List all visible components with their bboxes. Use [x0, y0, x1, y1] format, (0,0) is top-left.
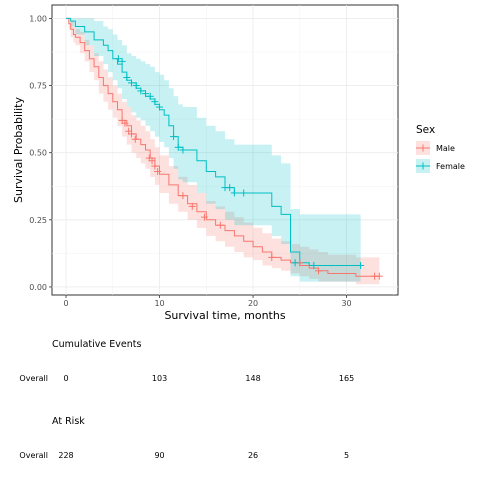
x-axis-ticks: 0 10 20 30	[63, 295, 352, 308]
censor-mark	[114, 55, 122, 63]
x-tick-label: 0	[63, 299, 68, 308]
censor-mark	[137, 87, 145, 95]
censor-mark	[142, 90, 150, 98]
censor-mark	[148, 157, 156, 165]
censor-mark	[310, 261, 318, 269]
legend-keys: Male Female	[416, 141, 465, 173]
confidence-band-female	[66, 18, 361, 282]
risk-table-title: Cumulative Events	[52, 339, 141, 350]
censor-mark	[357, 261, 365, 269]
risk-table-cell: 165	[339, 374, 354, 383]
risk-table-row-label: Overall	[19, 374, 48, 383]
censor-mark	[154, 167, 162, 175]
censor-mark	[375, 272, 383, 280]
x-axis-label: Survival time, months	[164, 309, 285, 322]
censor-mark	[146, 92, 154, 100]
legend: Sex Male Female	[416, 124, 465, 173]
legend-item-male: Male	[416, 141, 455, 155]
y-tick-label: 0.75	[29, 82, 47, 91]
legend-item-female: Female	[416, 159, 465, 173]
risk-tables: Cumulative Events Overall 0 103 148 165 At Ris…	[19, 339, 354, 460]
censor-mark	[127, 79, 135, 87]
censor-mark	[216, 221, 224, 229]
censor-mark	[123, 74, 131, 81]
censor-mark	[179, 192, 187, 200]
risk-table-title: At Risk	[52, 416, 85, 427]
censor-mark	[291, 259, 299, 267]
risk-table: At Risk Overall 228 90 26 5	[19, 416, 349, 460]
risk-table-cell: 26	[248, 451, 258, 460]
censor-marks	[114, 55, 383, 280]
censor-mark	[170, 133, 178, 141]
risk-table-cell: 103	[152, 374, 167, 383]
censor-mark	[240, 189, 248, 197]
censor-mark	[226, 184, 234, 192]
censor-mark	[131, 135, 139, 143]
y-tick-label: 0.00	[29, 283, 47, 292]
censor-mark	[151, 98, 159, 106]
grid-lines	[52, 5, 398, 295]
risk-table-cell: 90	[154, 451, 164, 460]
legend-title: Sex	[416, 124, 435, 136]
censor-mark	[121, 119, 129, 127]
plot-panel	[51, 4, 399, 296]
legend-label: Male	[436, 144, 455, 153]
censor-mark	[200, 213, 208, 221]
x-tick-label: 10	[154, 299, 164, 308]
censor-mark	[118, 57, 126, 65]
y-tick-label: 1.00	[29, 14, 47, 23]
censor-mark	[156, 103, 164, 111]
y-tick-label: 0.50	[29, 149, 47, 158]
risk-table-cell: 228	[58, 451, 73, 460]
y-axis-label: Survival Probability	[12, 97, 25, 203]
confidence-band-male	[66, 18, 380, 285]
risk-table-row-label: Overall	[19, 451, 48, 460]
risk-table: Cumulative Events Overall 0 103 148 165	[19, 339, 354, 383]
x-tick-label: 20	[248, 299, 258, 308]
censor-mark	[315, 267, 323, 275]
risk-table-cell: 148	[245, 374, 260, 383]
survival-curve-female	[66, 17, 361, 266]
censor-mark	[230, 189, 238, 197]
y-axis-ticks: 0.00 0.25 0.50 0.75 1.00	[29, 14, 52, 292]
censor-mark	[132, 82, 140, 90]
risk-table-cell: 0	[63, 374, 68, 383]
censor-mark	[151, 162, 159, 170]
legend-label: Female	[436, 162, 465, 171]
confidence-bands	[66, 18, 380, 285]
censor-mark	[188, 202, 196, 210]
risk-table-cell: 5	[344, 451, 349, 460]
censor-mark	[179, 146, 187, 154]
censor-mark	[174, 143, 182, 151]
x-tick-label: 30	[341, 299, 351, 308]
censor-mark	[268, 253, 276, 261]
censor-mark	[127, 130, 135, 138]
y-tick-label: 0.25	[29, 216, 47, 225]
